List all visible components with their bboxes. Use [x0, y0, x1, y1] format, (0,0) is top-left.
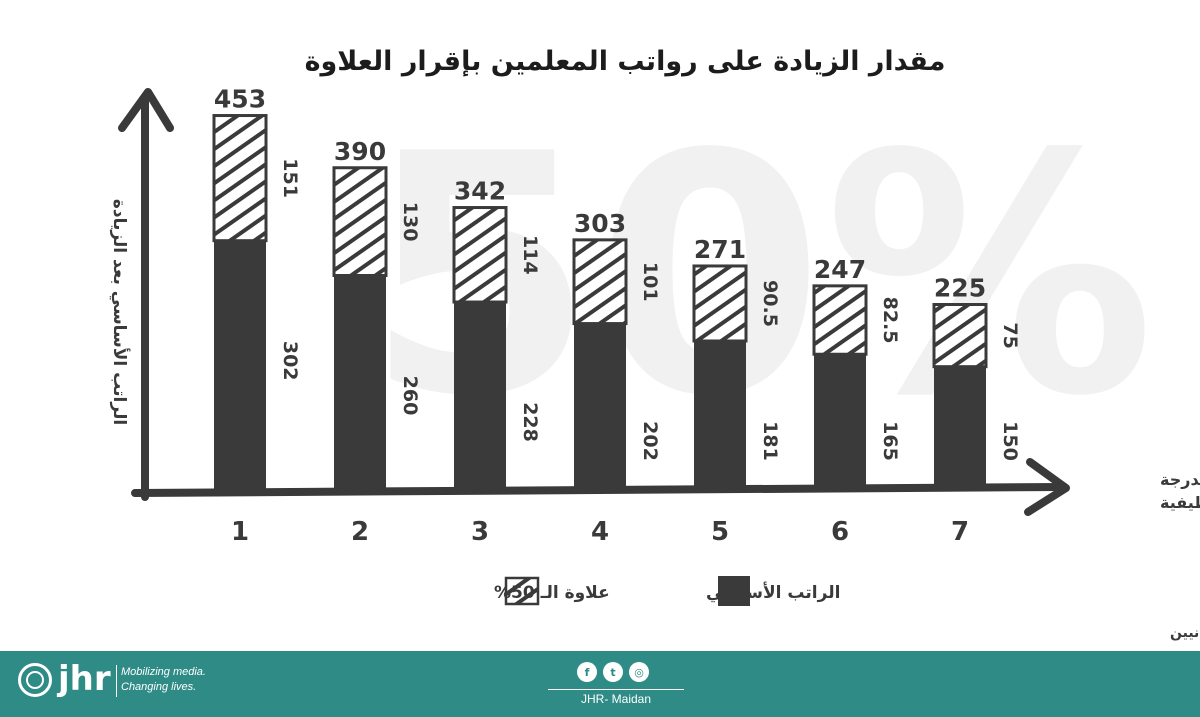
raise-label-4: 101: [639, 262, 661, 302]
total-label-7: 225: [934, 274, 986, 303]
brand-name: JHR- Maidan: [580, 692, 652, 706]
base-label-7: 150: [999, 421, 1021, 461]
x-tick-label-7: 7: [951, 517, 969, 547]
y-axis-label: الراتب الأساسي بعد الزيادة: [109, 199, 130, 425]
raise-label-1: 151: [279, 158, 301, 198]
x-tick-label-5: 5: [711, 517, 729, 547]
tagline-line-1: Mobilizing media.: [121, 666, 206, 678]
x-tick-label-4: 4: [591, 517, 609, 547]
total-label-2: 390: [334, 137, 386, 166]
bar-base-6: [814, 354, 866, 491]
source-note: *المصدر: نقابة المعلمين الأردنيين: [1170, 624, 1200, 641]
bars-layer: 453 151 302 1 390 130 260 2 342 114 228 3 303 101 202 4…: [212, 85, 1021, 547]
twitter-icon[interactable]: t: [603, 662, 623, 682]
bar-base-7: [934, 366, 986, 491]
brand-divider: [548, 689, 684, 690]
total-label-3: 342: [454, 177, 506, 206]
bar-base-3: [454, 302, 506, 491]
bar-base-2: [334, 275, 386, 491]
bar-base-4: [574, 323, 626, 491]
base-label-5: 181: [759, 421, 781, 461]
social-links: f t ◎: [577, 662, 649, 682]
bar-raise-6: [812, 284, 868, 356]
base-label-6: 165: [879, 421, 901, 461]
raise-label-7: 75: [999, 322, 1021, 348]
chart: 50% مقدار الزيادة على رواتب المعلمين بإق…: [109, 46, 1200, 641]
bar-raise-1: [212, 114, 268, 243]
bar-raise-3: [452, 206, 508, 304]
total-label-1: 453: [214, 85, 266, 114]
jhr-logo: jhr: [58, 659, 111, 699]
base-label-1: 302: [279, 341, 301, 381]
base-label-3: 228: [519, 402, 541, 442]
tagline-line-2: Changing lives.: [121, 681, 197, 693]
raise-label-3: 114: [519, 235, 541, 275]
x-tick-label-2: 2: [351, 517, 369, 547]
raise-label-6: 82.5: [879, 297, 901, 344]
total-label-6: 247: [814, 255, 866, 284]
y-axis-arrowhead: [118, 88, 174, 132]
footer-bar: jhr Mobilizing media. Changing lives.: [0, 651, 1200, 717]
bar-base-5: [694, 340, 746, 491]
bar-raise-4: [572, 238, 628, 326]
bar-base-1: [214, 240, 266, 491]
x-tick-label-1: 1: [231, 517, 249, 547]
total-label-5: 271: [694, 235, 746, 264]
total-label-4: 303: [574, 209, 626, 238]
legend-raise-label: علاوة الـ 50%: [494, 583, 610, 603]
bar-raise-7: [932, 303, 988, 369]
tagline: Mobilizing media. Changing lives.: [121, 665, 206, 695]
base-label-4: 202: [639, 421, 661, 461]
x-axis-label-line1: الدرجة: [1160, 470, 1200, 489]
globe-icon: [18, 663, 52, 697]
bar-raise-2: [332, 166, 388, 277]
chart-title: مقدار الزيادة على رواتب المعلمين بإقرار …: [305, 46, 946, 77]
x-axis-label-line2: الوظيفية: [1160, 493, 1200, 512]
raise-label-5: 90.5: [759, 280, 781, 327]
logo-divider: [116, 665, 117, 697]
instagram-icon[interactable]: ◎: [629, 662, 649, 682]
legend-raise-swatch: [504, 576, 540, 606]
bar-raise-5: [692, 264, 748, 343]
legend-base-swatch: [718, 576, 750, 606]
raise-label-2: 130: [399, 202, 421, 242]
x-tick-label-3: 3: [471, 517, 489, 547]
base-label-2: 260: [399, 376, 421, 416]
facebook-icon[interactable]: f: [577, 662, 597, 682]
x-axis-arrowhead: [1024, 458, 1070, 516]
x-tick-label-6: 6: [831, 517, 849, 547]
legend-base-label: الراتب الأساسي: [706, 582, 840, 603]
